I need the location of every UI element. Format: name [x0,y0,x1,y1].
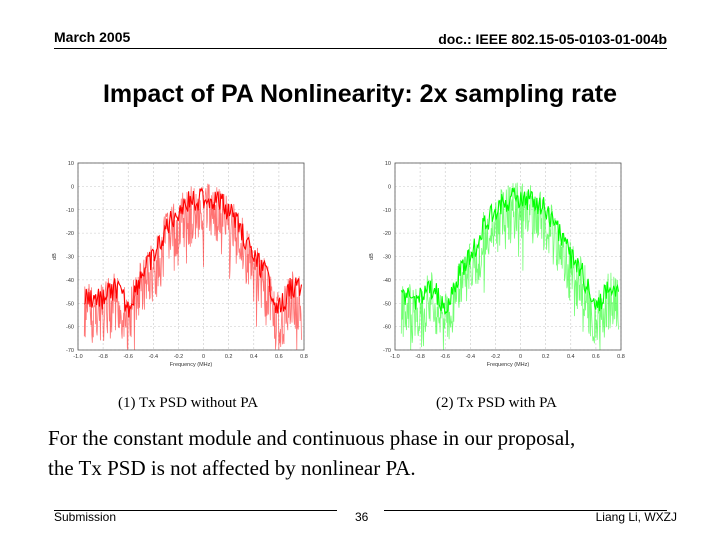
caption-without-pa: (1) Tx PSD without PA [118,395,259,411]
x-tick-label: -0.8 [98,354,107,360]
psd-trace-fill [83,183,302,351]
slide-title: Impact of PA Nonlinearity: 2x sampling r… [102,80,617,108]
x-tick-label: -0.6 [440,354,449,360]
y-tick-label: -30 [383,255,391,261]
psd-trace [84,186,303,318]
y-axis-label: dB [369,253,375,260]
x-tick-label: 0 [202,354,205,360]
x-tick-label: -0.4 [466,354,475,360]
y-tick-label: 10 [68,161,74,167]
header-doc-id: doc.: IEEE 802.15-05-0103-01-004b [438,31,667,47]
psd-chart-with-pa: 10 0 -10 -20 -30 -40 -50 -60 -70 -1.0 -0.8 -0.6 -0.4… [363,155,628,375]
header-divider [54,48,667,49]
y-tick-label: -30 [66,255,74,261]
x-tick-label: 0.6 [592,354,600,360]
x-tick-label: -0.2 [491,354,500,360]
x-axis-label: Frequency (MHz) [170,362,213,368]
y-tick-label: -20 [66,231,74,237]
body-line-2: the Tx PSD is not affected by nonlinear … [48,456,416,480]
y-tick-label: -10 [66,208,74,214]
footer-divider-right [384,510,667,511]
y-tick-label: 10 [385,161,391,167]
footer-submission: Submission [54,510,117,524]
y-tick-label: -50 [383,301,391,307]
x-tick-label: -1.0 [73,354,82,360]
y-tick-label: 0 [388,184,391,190]
psd-trace [400,187,620,315]
footer-page-number: 36 [355,510,369,524]
header-date: March 2005 [54,29,131,45]
footer-author: Liang Li, WXZJ [595,510,677,524]
slide-body: For the constant module and continuous p… [48,423,688,483]
x-tick-label: 0.8 [300,354,308,360]
body-line-1: For the constant module and continuous p… [48,426,576,450]
y-tick-label: -60 [383,325,391,331]
y-tick-label: -10 [383,208,391,214]
psd-trace-fill [400,182,619,351]
x-tick-label: 0 [519,354,522,360]
psd-chart-without-pa: 10 0 -10 -20 -30 -40 -50 -60 -70 -1.0 -0.8 -0.6 -0.4… [46,155,311,375]
y-axis-label: dB [52,253,58,260]
y-tick-label: -60 [66,325,74,331]
x-tick-label: 0.6 [275,354,283,360]
psd-plot-svg: 10 0 -10 -20 -30 -40 -50 -60 -70-1.0 -0.8 -0.6 -0.4… [369,161,625,368]
caption-with-pa: (2) Tx PSD with PA [436,395,557,411]
x-tick-label: 0.2 [542,354,550,360]
y-tick-label: -50 [66,301,74,307]
x-tick-label: 0.8 [617,354,625,360]
x-tick-label: -1.0 [390,354,399,360]
x-tick-label: 0.2 [225,354,233,360]
plot-frame [77,162,305,351]
plot-frame [394,162,622,351]
x-tick-label: -0.8 [415,354,424,360]
x-tick-label: -0.4 [149,354,158,360]
x-axis-label: Frequency (MHz) [487,362,530,368]
x-tick-label: 0.4 [567,354,575,360]
x-tick-label: 0.4 [250,354,258,360]
y-tick-label: 0 [71,184,74,190]
y-tick-label: -70 [383,348,391,354]
psd-plot-svg: 10 0 -10 -20 -30 -40 -50 -60 -70-1.0 -0.8 -0.6 -0.4… [52,161,308,368]
footer-divider-left [54,510,337,511]
y-tick-label: -40 [383,278,391,284]
y-tick-label: -70 [66,348,74,354]
y-tick-label: -40 [66,278,74,284]
y-tick-label: -20 [383,231,391,237]
x-tick-label: -0.6 [123,354,132,360]
x-tick-label: -0.2 [174,354,183,360]
